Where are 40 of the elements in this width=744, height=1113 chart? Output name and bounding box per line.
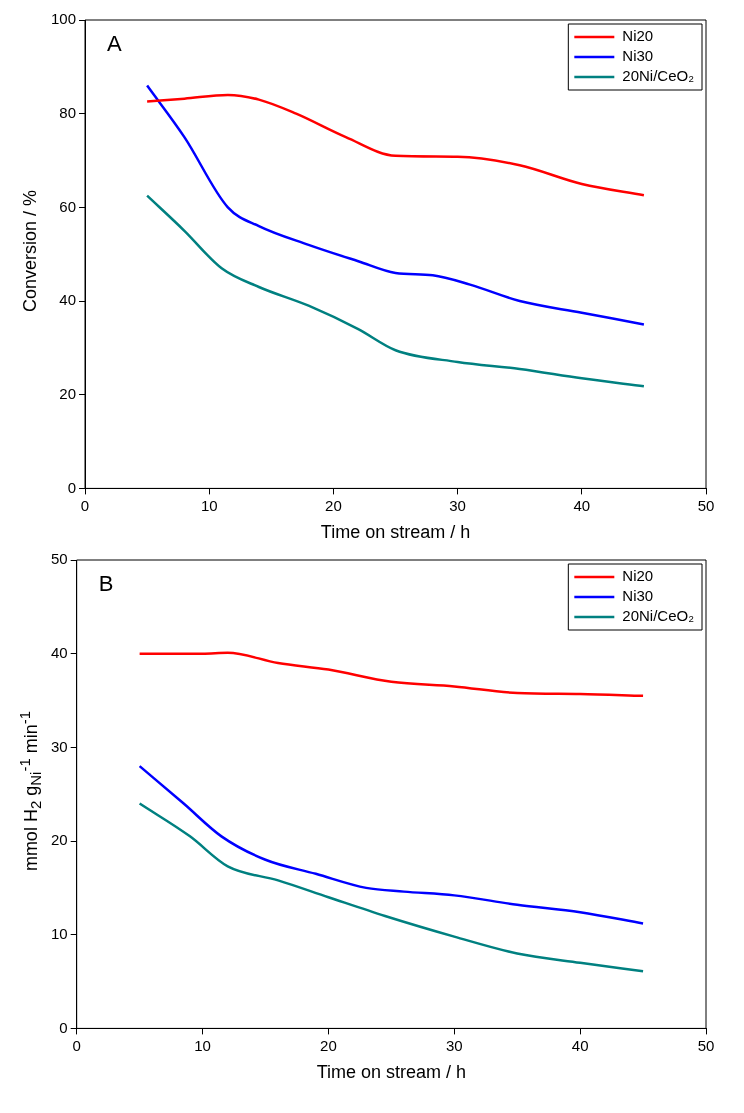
x-axis-title: Time on stream / h xyxy=(316,1062,467,1083)
x-tick-label: 20 xyxy=(325,496,342,514)
line-series xyxy=(138,764,645,925)
legend-label: Ni30 xyxy=(622,47,654,65)
y-tick-label: 50 xyxy=(51,550,68,568)
legend-label: Ni30 xyxy=(622,587,654,605)
line-series xyxy=(138,651,645,698)
x-tick-label: 30 xyxy=(445,1036,463,1054)
x-tick-label: 10 xyxy=(200,496,218,514)
line-series xyxy=(145,194,646,388)
x-tick-label: 40 xyxy=(571,1036,589,1054)
y-tick-label: 60 xyxy=(59,197,77,215)
x-tick-label: 50 xyxy=(697,496,715,514)
x-tick-label: 50 xyxy=(697,1036,715,1054)
y-tick-label: 40 xyxy=(59,291,77,309)
y-tick-label: 20 xyxy=(59,384,77,402)
x-tick-label: 10 xyxy=(194,1036,211,1054)
y-tick-label: 40 xyxy=(51,643,68,661)
line-series xyxy=(145,84,646,326)
x-tick-label: 0 xyxy=(80,496,90,514)
text: A xyxy=(107,31,123,57)
y-tick-label: 30 xyxy=(51,737,68,755)
legend-label: 20Ni/CeO₂ xyxy=(622,67,695,85)
legend-label: Ni20 xyxy=(622,567,654,585)
legend-label: 20Ni/CeO₂ xyxy=(622,607,695,625)
x-axis-title: Time on stream / h xyxy=(320,522,471,543)
x-tick-label: 20 xyxy=(320,1036,337,1054)
y-tick-label: 80 xyxy=(59,103,77,121)
y-tick-label: 20 xyxy=(51,831,68,849)
line-series xyxy=(138,802,645,973)
legend-label: Ni20 xyxy=(622,27,654,45)
y-tick-label: 0 xyxy=(59,1018,68,1036)
text: B xyxy=(98,571,114,597)
y-tick-label: 10 xyxy=(51,924,68,942)
x-tick-label: 30 xyxy=(449,496,466,514)
y-axis-title: Conversion / % xyxy=(19,189,41,313)
line-series xyxy=(145,93,646,197)
y-tick-label: 100 xyxy=(51,10,77,28)
y-tick-label: 0 xyxy=(67,478,77,496)
x-tick-label: 40 xyxy=(573,496,591,514)
